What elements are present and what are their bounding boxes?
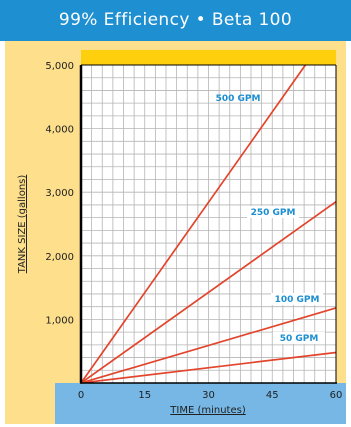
series-label-100-gpm: 100 GPM bbox=[275, 295, 320, 305]
grid-lines bbox=[81, 65, 336, 383]
series-labels: 500 GPM 250 GPM 100 GPM 50 GPM bbox=[216, 94, 325, 344]
y-tick-label: 4,000 bbox=[45, 125, 74, 136]
series-line-100-gpm bbox=[80, 307, 337, 384]
series-line-500-gpm bbox=[80, 64, 307, 384]
x-tick-label: 60 bbox=[330, 390, 343, 401]
y-tick-label: 5,000 bbox=[45, 61, 74, 72]
x-axis-band bbox=[55, 383, 346, 424]
y-axis-title: TANK SIZE (gallons) bbox=[17, 175, 28, 275]
y-tick-label: 1,000 bbox=[45, 315, 74, 326]
series-label-bg-250-gpm bbox=[247, 206, 299, 218]
series-label-bg-100-gpm bbox=[271, 293, 323, 305]
series-line-50-gpm bbox=[80, 351, 337, 384]
x-tick-label: 45 bbox=[266, 390, 279, 401]
top-band bbox=[81, 50, 336, 65]
chart-header: 99% Efficiency • Beta 100 bbox=[0, 0, 351, 41]
x-tick-label: 0 bbox=[78, 390, 84, 401]
x-tick-label: 30 bbox=[202, 390, 215, 401]
series-label-250-gpm: 250 GPM bbox=[251, 208, 296, 218]
x-tick-labels: 0 15 30 45 60 bbox=[78, 390, 343, 401]
series-line-250-gpm bbox=[80, 201, 337, 384]
y-tick-label: 2,000 bbox=[45, 252, 74, 263]
y-tick-label: 3,000 bbox=[45, 188, 74, 199]
series-label-500-gpm: 500 GPM bbox=[216, 94, 261, 104]
y-tick-labels: 1,000 2,000 3,000 4,000 5,000 bbox=[45, 61, 74, 326]
series-lines bbox=[80, 64, 337, 384]
chart-header-title: 99% Efficiency • Beta 100 bbox=[58, 10, 293, 30]
x-axis-title: TIME (minutes) bbox=[169, 405, 246, 416]
x-tick-label: 15 bbox=[138, 390, 151, 401]
series-label-50-gpm: 50 GPM bbox=[280, 334, 319, 344]
series-label-bg-50-gpm bbox=[273, 332, 325, 344]
